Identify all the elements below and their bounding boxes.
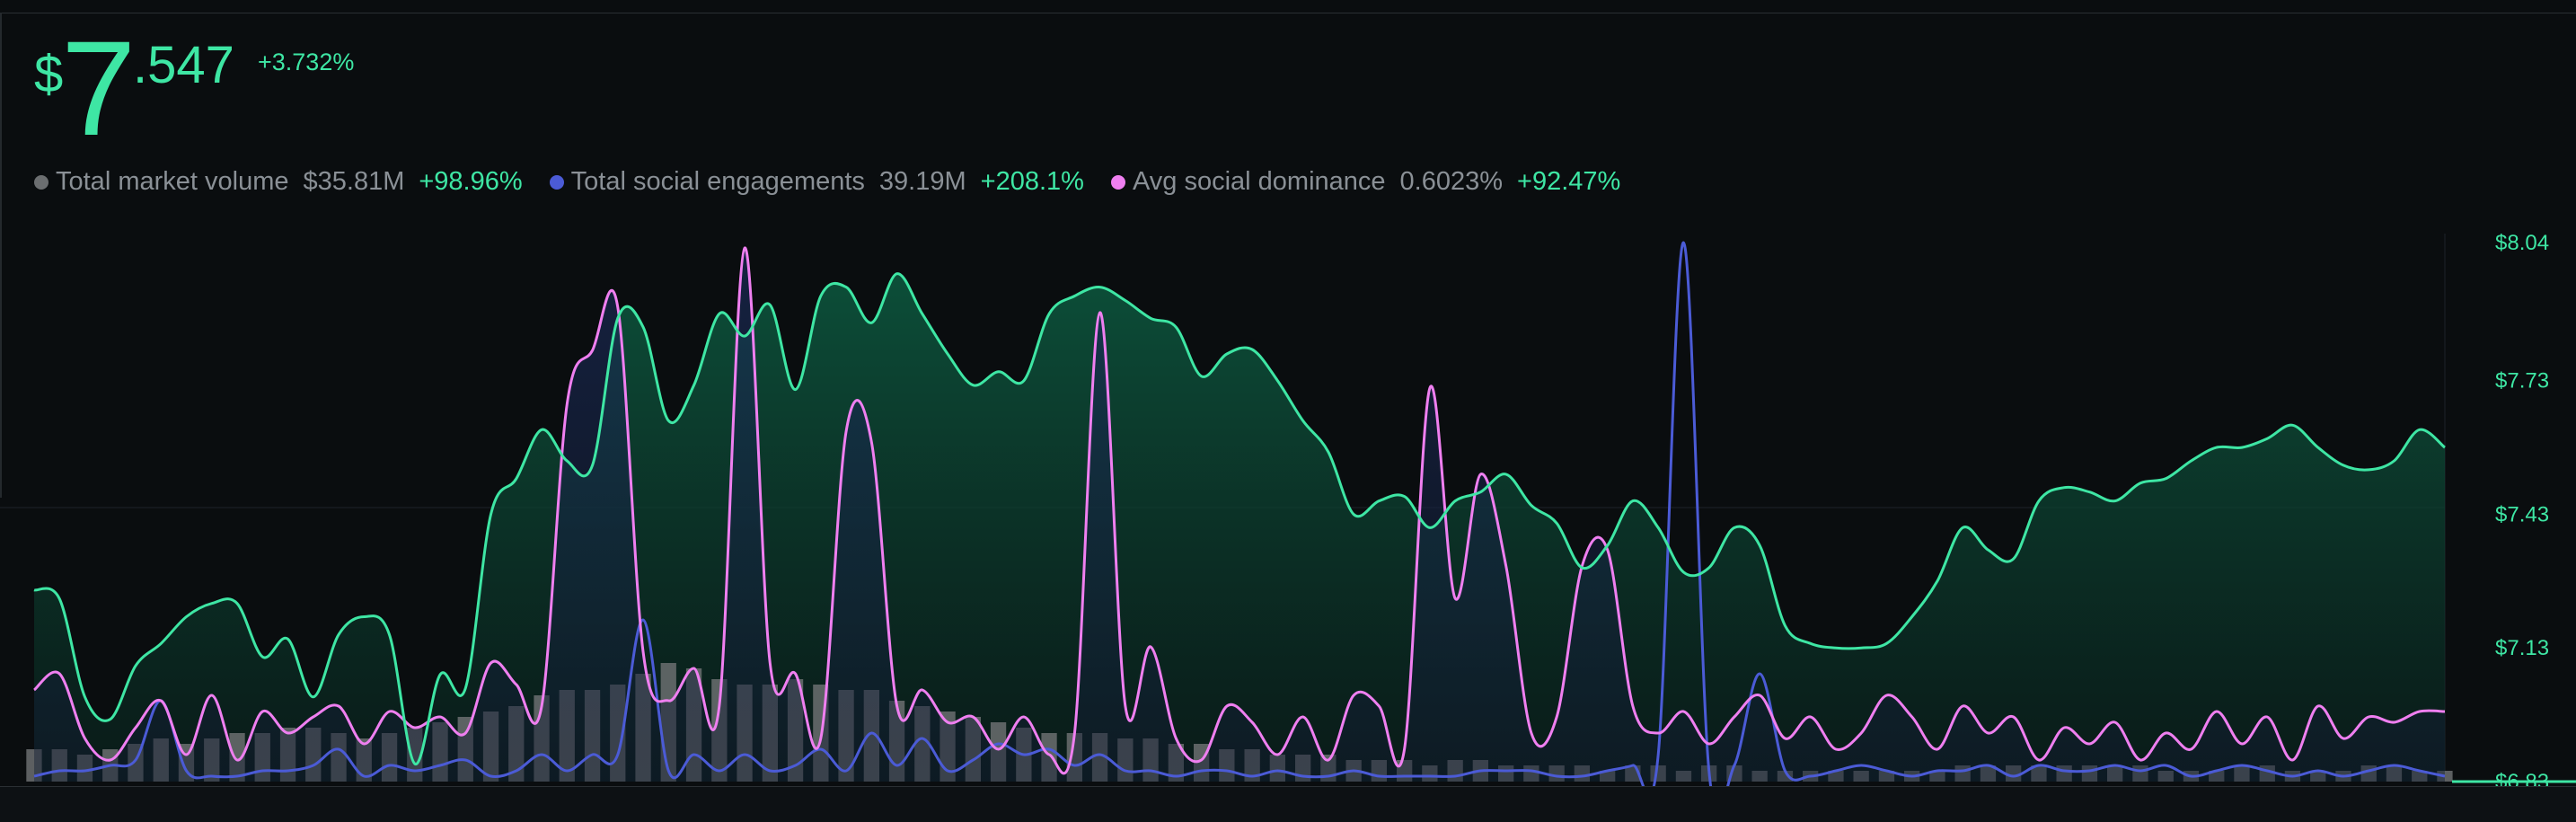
dominance-area-fill xyxy=(34,247,2445,782)
chart-footer xyxy=(0,786,2576,822)
social-engagements-dot-icon xyxy=(549,174,564,190)
y-tick-label: $7.13 xyxy=(2495,636,2549,660)
y-tick-label: $8.04 xyxy=(2495,231,2549,255)
left-divider xyxy=(0,13,2,498)
legend-label: Avg social dominance xyxy=(1132,167,1386,196)
chart-legend: Total market volume $35.81M +98.96% Tota… xyxy=(34,167,1647,197)
price-currency: $ xyxy=(34,45,64,103)
y-tick-label: $7.73 xyxy=(2495,369,2549,393)
price-area xyxy=(34,273,2445,782)
social-dominance-line xyxy=(32,246,2446,775)
price-change: +3.732% xyxy=(258,49,355,75)
legend-label: Total market volume xyxy=(56,167,289,196)
market-volume-dot-icon xyxy=(34,174,49,190)
price-fraction: .547 xyxy=(133,36,234,94)
price-integer: 7 xyxy=(61,13,136,164)
legend-change: +208.1% xyxy=(980,167,1084,196)
social-engagements-line xyxy=(33,241,2446,814)
legend-change: +98.96% xyxy=(419,167,523,196)
legend-label: Total social engagements xyxy=(570,167,865,196)
social-dominance-dot-icon xyxy=(1110,174,1125,190)
legend-change: +92.47% xyxy=(1517,167,1621,196)
y-axis-ticks: $8.04$7.73$7.43$7.13$6.83 xyxy=(2495,231,2549,794)
price-area-fill xyxy=(34,273,2445,782)
y-tick-label: $7.43 xyxy=(2495,503,2549,527)
legend-item-market-volume[interactable]: Total market volume $35.81M +98.96% xyxy=(34,167,523,197)
legend-value: $35.81M xyxy=(303,167,405,196)
legend-value: 39.19M xyxy=(878,167,966,196)
price-line xyxy=(33,272,2446,765)
legend-value: 0.6023% xyxy=(1399,167,1504,196)
series-lines xyxy=(32,241,2576,814)
dominance-area xyxy=(34,247,2445,782)
legend-item-social-engagements[interactable]: Total social engagements 39.19M +208.1% xyxy=(549,167,1084,197)
legend-item-social-dominance[interactable]: Avg social dominance 0.6023% +92.47% xyxy=(1110,167,1621,197)
